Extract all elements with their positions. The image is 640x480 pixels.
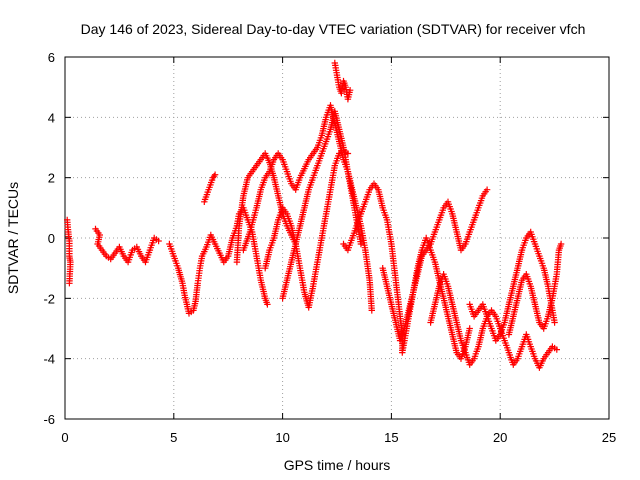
x-axis-label: GPS time / hours xyxy=(284,457,391,473)
x-tick-label: 25 xyxy=(602,430,616,445)
series-s8 xyxy=(279,108,365,302)
series-s12 xyxy=(427,271,560,371)
y-axis-label: SDTVAR / TECUs xyxy=(5,182,21,294)
x-tick-label: 10 xyxy=(275,430,289,445)
data-point xyxy=(551,319,558,326)
series-s1 xyxy=(64,216,74,287)
x-tick-label: 15 xyxy=(384,430,398,445)
y-tick-label: 0 xyxy=(48,231,55,246)
data-point xyxy=(210,173,218,180)
data-point xyxy=(357,240,365,248)
data-point xyxy=(346,87,354,94)
series-s3 xyxy=(166,204,271,317)
data-point xyxy=(155,237,162,245)
series-s7 xyxy=(262,147,352,311)
chart-title: Day 146 of 2023, Sidereal Day-to-day VTE… xyxy=(81,21,586,37)
data-point xyxy=(553,346,560,353)
y-tick-labels: -6 -4 -2 0 2 4 6 xyxy=(43,50,55,427)
data-point xyxy=(264,301,271,308)
data-point xyxy=(66,280,73,287)
x-tick-label: 0 xyxy=(61,430,68,445)
data-series xyxy=(64,59,565,371)
series-s9 xyxy=(331,59,354,103)
data-point xyxy=(466,325,473,332)
x-tick-label: 20 xyxy=(493,430,507,445)
y-tick-label: -6 xyxy=(43,412,55,427)
series-s13 xyxy=(466,228,558,344)
y-tick-label: -2 xyxy=(43,291,55,306)
data-point xyxy=(368,307,375,314)
series-s11 xyxy=(379,186,491,344)
x-tick-labels: 0 5 10 15 20 25 xyxy=(61,430,616,445)
series-s2 xyxy=(92,225,162,266)
x-tick-label: 5 xyxy=(170,430,177,445)
y-tick-label: 2 xyxy=(48,171,55,186)
series-s14 xyxy=(505,240,565,338)
series-s10 xyxy=(340,180,473,362)
y-tick-label: 6 xyxy=(48,50,55,65)
series-s4 xyxy=(201,171,219,205)
data-point xyxy=(211,171,219,178)
y-tick-label: 4 xyxy=(48,110,55,125)
data-point xyxy=(483,186,491,193)
y-tick-label: -4 xyxy=(43,352,55,367)
data-point xyxy=(344,150,352,157)
data-point xyxy=(557,240,565,248)
